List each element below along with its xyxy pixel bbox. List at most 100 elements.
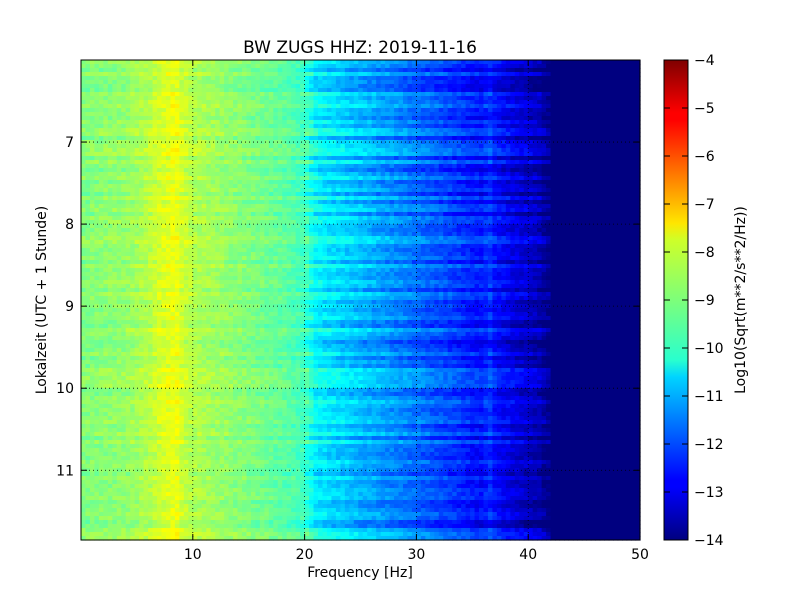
heatmap-cell xyxy=(367,116,373,121)
heatmap-cell xyxy=(416,208,422,213)
heatmap-cell xyxy=(192,212,198,217)
heatmap-cell xyxy=(483,216,489,221)
heatmap-cell xyxy=(492,216,498,221)
heatmap-cell xyxy=(608,176,614,181)
heatmap-cell xyxy=(447,132,453,137)
heatmap-cell xyxy=(577,212,583,217)
heatmap-cell xyxy=(89,84,96,89)
heatmap-cell xyxy=(559,84,565,89)
heatmap-cell xyxy=(563,132,570,137)
heatmap-cell xyxy=(483,144,489,149)
heatmap-cell xyxy=(559,172,565,177)
heatmap-cell xyxy=(188,148,194,153)
heatmap-cell xyxy=(514,188,520,193)
heatmap-cell xyxy=(268,96,274,101)
heatmap-cell xyxy=(608,104,614,109)
heatmap-cell xyxy=(107,96,113,101)
heatmap-cell xyxy=(89,128,96,133)
heatmap-cell xyxy=(514,164,520,169)
heatmap-cell xyxy=(456,100,462,105)
heatmap-cell xyxy=(407,100,413,105)
heatmap-cell xyxy=(85,196,91,201)
heatmap-cell xyxy=(416,64,422,69)
heatmap-cell xyxy=(443,84,449,89)
heatmap-cell xyxy=(604,116,610,121)
heatmap-cell xyxy=(206,68,212,73)
heatmap-cell xyxy=(94,112,100,117)
heatmap-cell xyxy=(228,88,234,93)
heatmap-cell xyxy=(631,180,637,185)
heatmap-cell xyxy=(398,196,404,201)
heatmap-cell xyxy=(309,200,315,205)
heatmap-cell xyxy=(219,160,225,165)
heatmap-cell xyxy=(112,64,118,69)
heatmap-cell xyxy=(273,160,279,165)
heatmap-cell xyxy=(349,104,355,109)
heatmap-cell xyxy=(264,156,270,161)
heatmap-cell xyxy=(528,168,534,173)
heatmap-cell xyxy=(581,124,587,129)
heatmap-cell xyxy=(89,208,96,213)
heatmap-cell xyxy=(179,200,185,205)
heatmap-cell xyxy=(613,128,619,133)
heatmap-cell xyxy=(188,128,194,133)
heatmap-cell xyxy=(371,152,377,157)
heatmap-cell xyxy=(103,128,109,133)
heatmap-cell xyxy=(286,160,292,165)
heatmap-cell xyxy=(107,160,113,165)
heatmap-cell xyxy=(599,112,605,117)
heatmap-cell xyxy=(470,68,476,73)
heatmap-cell xyxy=(492,76,498,81)
heatmap-cell xyxy=(157,64,163,69)
heatmap-cell xyxy=(121,212,127,217)
heatmap-cell xyxy=(291,160,297,165)
heatmap-cell xyxy=(613,116,619,121)
heatmap-cell xyxy=(470,180,476,185)
heatmap-cell xyxy=(233,116,239,121)
heatmap-cell xyxy=(340,208,346,213)
heatmap-cell xyxy=(259,188,265,193)
heatmap-cell xyxy=(161,100,167,105)
heatmap-cell xyxy=(510,76,516,81)
heatmap-cell xyxy=(134,184,140,189)
heatmap-cell xyxy=(219,124,225,129)
heatmap-cell xyxy=(233,216,239,221)
heatmap-cell xyxy=(604,68,610,73)
heatmap-cell xyxy=(367,188,373,193)
heatmap-cell xyxy=(496,128,502,133)
heatmap-cell xyxy=(206,100,212,105)
heatmap-cell xyxy=(626,88,632,93)
heatmap-cell xyxy=(452,68,458,73)
heatmap-cell xyxy=(398,180,404,185)
heatmap-cell xyxy=(572,80,578,85)
heatmap-cell xyxy=(250,136,257,141)
heatmap-cell xyxy=(581,148,587,153)
heatmap-cell xyxy=(353,200,359,205)
heatmap-cell xyxy=(157,68,163,73)
heatmap-cell xyxy=(407,88,413,93)
heatmap-cell xyxy=(340,92,346,97)
heatmap-cell xyxy=(577,152,583,157)
heatmap-cell xyxy=(192,100,198,105)
heatmap-cell xyxy=(282,108,288,113)
heatmap-cell xyxy=(344,192,350,197)
heatmap-cell xyxy=(483,132,489,137)
heatmap-cell xyxy=(250,188,257,193)
heatmap-cell xyxy=(438,192,444,197)
heatmap-cell xyxy=(295,152,301,157)
heatmap-cell xyxy=(309,72,315,77)
heatmap-cell xyxy=(425,92,431,97)
heatmap-cell xyxy=(523,180,529,185)
heatmap-cell xyxy=(563,176,570,181)
heatmap-cell xyxy=(586,128,592,133)
heatmap-cell xyxy=(443,108,449,113)
heatmap-cell xyxy=(313,92,319,97)
heatmap-cell xyxy=(496,180,502,185)
heatmap-cell xyxy=(353,68,359,73)
heatmap-cell xyxy=(259,212,265,217)
heatmap-cell xyxy=(148,136,154,141)
heatmap-cell xyxy=(434,132,440,137)
heatmap-cell xyxy=(420,160,426,165)
heatmap-cell xyxy=(470,64,476,69)
heatmap-cell xyxy=(438,216,444,221)
